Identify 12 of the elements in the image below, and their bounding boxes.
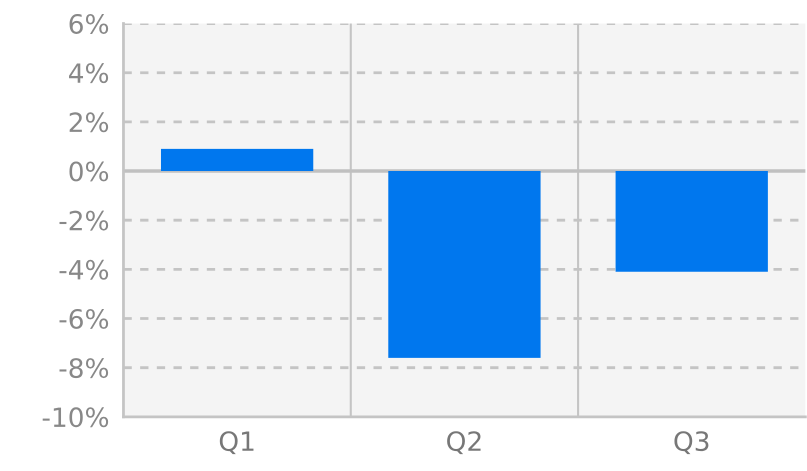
y-tick-label: -8%	[59, 358, 108, 378]
y-tick-label: -4%	[59, 260, 108, 280]
x-tick-label: Q3	[674, 431, 708, 454]
x-tick-label: Q1	[220, 431, 254, 454]
y-tick-label: 6%	[70, 14, 108, 34]
x-tick-label: Q2	[447, 431, 481, 454]
y-tick-label: 0%	[69, 161, 108, 182]
y-tick-label: 4%	[69, 63, 108, 84]
y-tick-label: 2%	[70, 112, 108, 132]
y-tick-label: -6%	[59, 308, 108, 329]
y-tick-label: -2%	[59, 210, 108, 231]
y-tick-label: -10%	[42, 407, 108, 428]
